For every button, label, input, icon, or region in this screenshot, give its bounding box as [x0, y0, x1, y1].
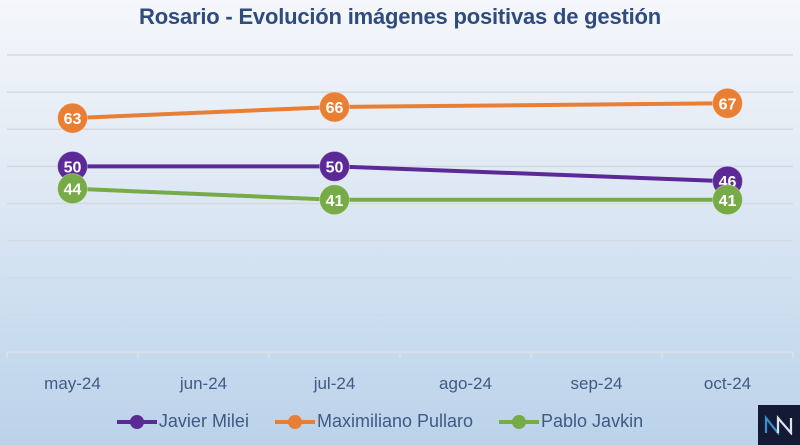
legend-label: Maximiliano Pullaro — [316, 411, 474, 431]
chart-title: Rosario - Evolución imágenes positivas d… — [139, 4, 661, 29]
legend: Javier Milei Maximiliano Pullaro Pablo Jav… — [0, 411, 760, 432]
legend-label: Javier Milei — [158, 411, 249, 431]
data-point — [319, 184, 350, 216]
data-point — [319, 91, 350, 123]
x-tick-label: jun-24 — [179, 374, 227, 393]
x-tick-label: may-24 — [44, 374, 101, 393]
gridlines — [7, 54, 793, 316]
x-axis — [6, 351, 794, 358]
nn-logo — [758, 405, 800, 445]
legend-item: Pablo Javkin — [499, 411, 643, 432]
legend-line-marker-icon — [499, 414, 540, 429]
x-axis-labels: may-24 jun-24 jul-24 ago-24 sep-24 oct-24 — [44, 374, 751, 393]
data-point — [57, 173, 88, 205]
x-tick-label: jul-24 — [313, 374, 356, 393]
legend-line-marker-icon — [274, 414, 315, 429]
data-label: 63 — [64, 111, 82, 128]
legend-item: Javier Milei — [116, 411, 249, 432]
data-label: 67 — [719, 96, 737, 113]
data-label: 50 — [326, 159, 344, 176]
x-tick-label: oct-24 — [704, 374, 751, 393]
data-label: 44 — [64, 182, 82, 199]
data-label: 50 — [64, 159, 82, 176]
data-point — [712, 87, 743, 119]
legend-item: Maximiliano Pullaro — [274, 411, 474, 432]
legend-label: Pablo Javkin — [541, 411, 644, 431]
series-line — [72, 164, 728, 184]
series-lines — [72, 101, 728, 202]
x-tick-label: sep-24 — [571, 374, 623, 393]
series-line — [72, 186, 728, 202]
data-point — [712, 184, 743, 216]
x-tick-label: ago-24 — [439, 374, 492, 393]
data-label: 41 — [719, 193, 737, 210]
data-label: 41 — [326, 193, 344, 210]
data-label: 66 — [326, 100, 344, 117]
data-point — [319, 150, 350, 182]
series-line — [72, 101, 728, 121]
legend-line-marker-icon — [116, 414, 157, 429]
data-point — [57, 102, 88, 134]
logo-icon — [764, 415, 793, 435]
